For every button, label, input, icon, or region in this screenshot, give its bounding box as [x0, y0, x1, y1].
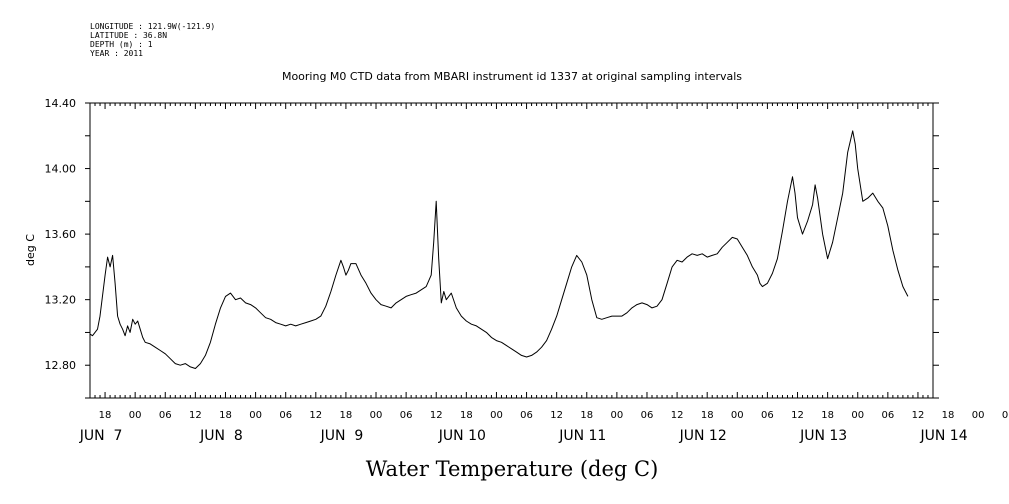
- x-hour-label: 00: [972, 410, 985, 421]
- depth-label: DEPTH (m) : 1: [90, 40, 153, 49]
- plot-axes: [89, 102, 934, 399]
- x-hour-label: 00: [490, 410, 503, 421]
- y-tick-label: 14.00: [45, 163, 77, 176]
- x-hour-label: 00: [731, 410, 744, 421]
- x-hour-label: 18: [99, 410, 112, 421]
- y-tick-label: 13.60: [45, 228, 77, 241]
- x-hour-label: 12: [430, 410, 443, 421]
- x-day-label: JUN 8: [199, 428, 243, 444]
- x-hour-label: 18: [701, 410, 714, 421]
- x-hour-label: 18: [340, 410, 353, 421]
- x-hour-label: 06: [881, 410, 894, 421]
- x-hour-label: 18: [821, 410, 834, 421]
- x-hour-label: 06: [641, 410, 654, 421]
- x-hour-label: 18: [219, 410, 232, 421]
- x-day-label: JUN 14: [919, 428, 967, 444]
- x-hour-label: 12: [550, 410, 563, 421]
- x-hour-label: 12: [309, 410, 322, 421]
- x-day-label: JUN 9: [320, 428, 364, 444]
- chart-title: Mooring M0 CTD data from MBARI instrumen…: [282, 70, 742, 83]
- x-hour-label: 06: [520, 410, 533, 421]
- x-hour-label: 00: [851, 410, 864, 421]
- x-day-labels: JUN 7 JUN 8 JUN 9 JUN 10 JUN 11 JUN 12 JUN 13 J…: [79, 428, 968, 444]
- x-hour-label: 06: [159, 410, 172, 421]
- x-hour-label: 06: [279, 410, 292, 421]
- x-day-label: JUN 11: [558, 428, 606, 444]
- y-tick-label: 12.80: [45, 359, 77, 372]
- plot-frame: [89, 102, 934, 399]
- mooring-metadata: LONGITUDE : 121.9W(-121.9) LATITUDE : 36…: [90, 22, 215, 58]
- x-hour-label: 12: [912, 410, 925, 421]
- y-tick-labels: 12.80 13.20 13.60 14.00 14.40: [45, 97, 77, 372]
- y-tick-label: 14.40: [45, 97, 77, 110]
- longitude-label: LONGITUDE : 121.9W(-121.9): [90, 22, 216, 31]
- x-hour-label: 12: [671, 410, 684, 421]
- x-hour-label: 18: [942, 410, 955, 421]
- x-axis-label: Water Temperature (deg C): [366, 457, 659, 481]
- y-tick-label: 13.20: [45, 294, 77, 307]
- x-day-label: JUN 7: [79, 428, 123, 444]
- x-day-label: JUN 13: [799, 428, 847, 444]
- x-hour-label: 00: [129, 410, 142, 421]
- x-hour-label: 06: [1002, 410, 1009, 421]
- x-hour-label: 06: [400, 410, 413, 421]
- x-hour-label: 00: [611, 410, 624, 421]
- y-axis-label: deg C: [24, 234, 37, 266]
- x-hour-label: 00: [249, 410, 262, 421]
- x-tick-labels: 18 00 06 12 18 00 06 12 18 00 06 12 18 00 06 12 18 00 06 12…: [99, 410, 1009, 421]
- temperature-series-line: [89, 130, 909, 369]
- x-hour-label: 00: [370, 410, 383, 421]
- x-day-label: JUN 12: [679, 428, 727, 444]
- x-hour-label: 12: [791, 410, 804, 421]
- x-hour-label: 12: [189, 410, 202, 421]
- x-hour-label: 06: [761, 410, 774, 421]
- year-label: YEAR : 2011: [90, 49, 143, 58]
- x-day-label: JUN 10: [438, 428, 486, 444]
- latitude-label: LATITUDE : 36.8N: [90, 31, 168, 40]
- axis-ticks: [85, 102, 939, 399]
- x-hour-label: 18: [460, 410, 473, 421]
- series-group: [89, 130, 909, 369]
- x-hour-label: 18: [580, 410, 593, 421]
